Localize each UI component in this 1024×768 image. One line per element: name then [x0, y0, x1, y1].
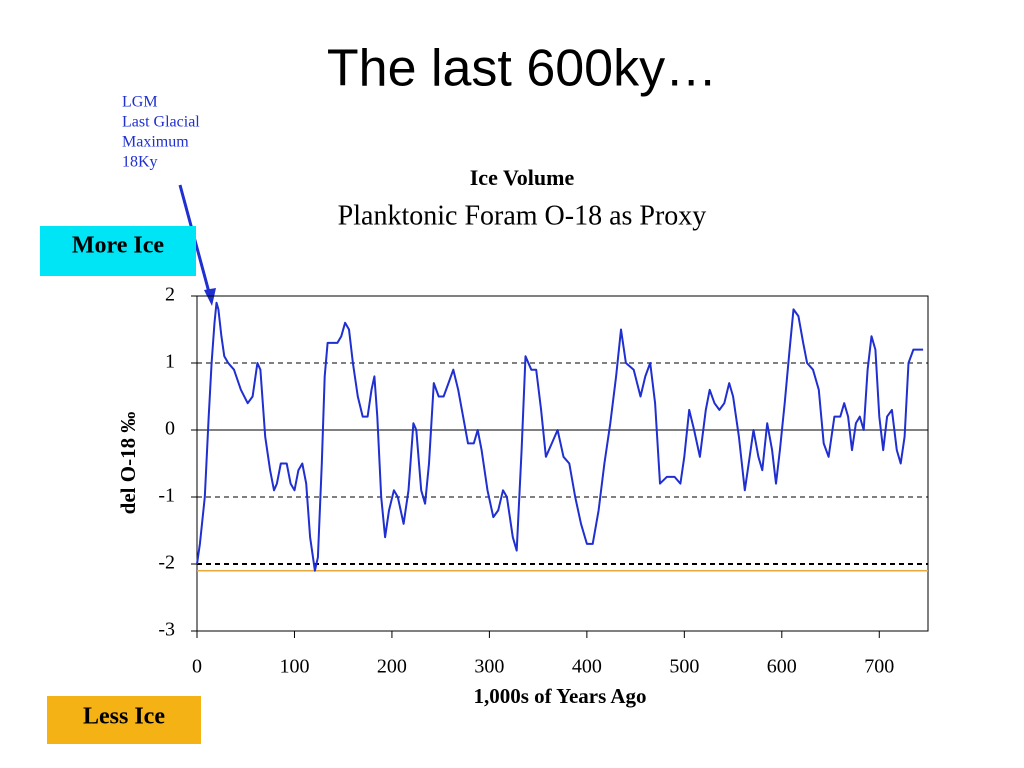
x-tick-label: 0 — [192, 656, 202, 678]
x-tick-label: 600 — [767, 656, 797, 678]
x-tick-label: 300 — [474, 656, 504, 678]
x-axis-label: 1,000s of Years Ago — [473, 684, 646, 708]
more-ice-box — [40, 226, 196, 276]
annotation-line: 18Ky — [122, 154, 158, 171]
plot-frame — [196, 295, 929, 632]
y-tick-label: -2 — [158, 552, 175, 574]
y-tick-label: 2 — [165, 284, 175, 306]
x-tick-label: 100 — [279, 656, 309, 678]
data-line — [196, 301, 924, 572]
x-tick-label: 200 — [377, 656, 407, 678]
y-tick-label: -1 — [158, 485, 175, 507]
x-tick-label: 700 — [864, 656, 894, 678]
y-tick-label: -3 — [158, 619, 175, 641]
x-tick-label: 400 — [572, 656, 602, 678]
chart-title: Ice Volume — [470, 165, 575, 190]
y-tick-label: 0 — [165, 418, 175, 440]
y-tick-label: 1 — [165, 351, 175, 373]
less-ice-label: Less Ice — [83, 704, 165, 730]
annotation: LGM Last Glacial Maximum 18Ky — [122, 94, 200, 171]
chart-subtitle: Planktonic Foram O-18 as Proxy — [338, 200, 707, 231]
arrow-head — [204, 288, 216, 306]
less-ice-box — [47, 696, 201, 744]
slide-title: The last 600ky… — [327, 40, 717, 98]
annotation-line: LGM — [122, 94, 158, 111]
x-tick-label: 500 — [669, 656, 699, 678]
more-ice-label: More Ice — [72, 233, 165, 259]
y-axis-label: del O-18 ‰ — [116, 412, 140, 515]
annotation-line: Last Glacial — [122, 114, 200, 131]
annotation-line: Maximum — [122, 134, 189, 151]
